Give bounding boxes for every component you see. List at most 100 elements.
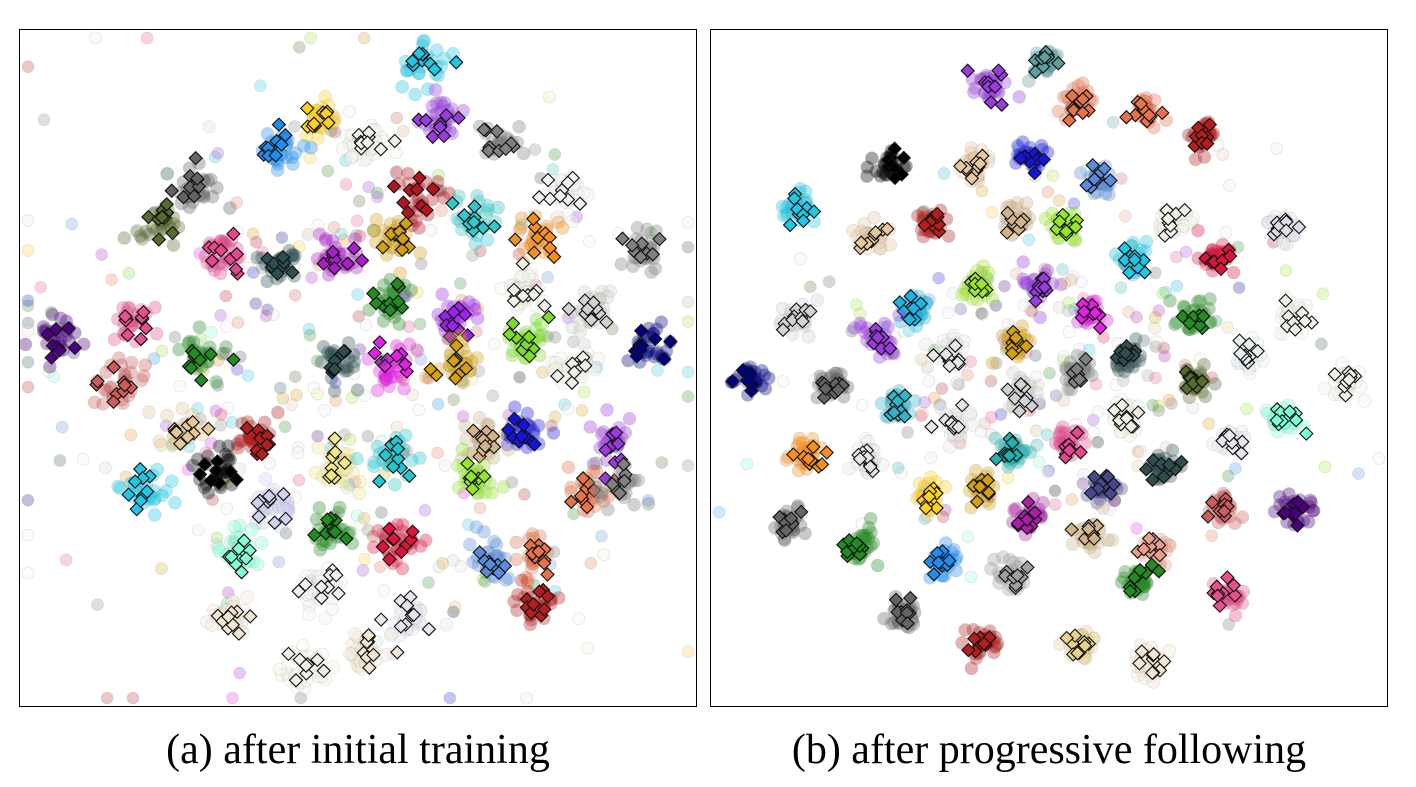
sample-point	[1033, 310, 1048, 325]
cluster-44	[589, 456, 656, 517]
prototype-diamond	[314, 590, 329, 606]
sample-point	[1102, 187, 1116, 202]
background-point	[655, 456, 669, 469]
sample-point	[369, 213, 384, 227]
background-point	[1193, 352, 1207, 366]
prototype-diamond	[1119, 109, 1134, 125]
background-point	[584, 556, 598, 570]
background-point	[1062, 296, 1075, 310]
background-point	[55, 420, 69, 434]
background-point	[681, 240, 695, 254]
cluster-18	[1191, 223, 1241, 280]
background-point	[272, 555, 286, 569]
cluster-22	[107, 300, 164, 349]
sample-point	[545, 355, 560, 370]
sample-point	[775, 301, 790, 316]
background-point	[942, 306, 955, 320]
cluster-36	[1318, 356, 1372, 408]
prototype-diamond	[541, 309, 556, 325]
sample-point	[470, 188, 484, 203]
cluster-55	[273, 638, 341, 696]
prototype-diamond	[880, 221, 895, 237]
prototype-diamond	[386, 179, 402, 194]
cluster-12	[911, 203, 956, 244]
background-point	[373, 560, 387, 574]
cluster-43	[842, 434, 889, 480]
prototype-diamond	[251, 509, 267, 524]
sample-point	[1058, 426, 1073, 440]
cluster-49	[509, 527, 555, 590]
background-point	[1134, 445, 1148, 458]
sample-point	[507, 594, 521, 609]
prototype-diamond	[1141, 107, 1157, 123]
prototype-diamond	[373, 141, 389, 157]
sample-point	[459, 432, 473, 447]
cluster-48	[963, 463, 1001, 515]
background-point	[370, 190, 384, 204]
background-point	[561, 402, 575, 416]
prototype-diamond	[645, 247, 661, 262]
background-point	[961, 530, 975, 544]
prototype-diamond	[656, 351, 672, 367]
sample-point	[577, 337, 591, 352]
sample-point	[546, 426, 561, 440]
sample-point	[370, 439, 385, 454]
cluster-34	[230, 405, 285, 462]
background-point	[1056, 263, 1069, 276]
background-point	[984, 374, 998, 388]
prototype-diamond	[52, 343, 67, 358]
prototype-diamond	[393, 619, 409, 634]
background-point	[147, 352, 161, 365]
sample-point	[589, 476, 603, 491]
sample-point	[112, 351, 126, 365]
background-point	[353, 229, 367, 243]
cluster-28	[985, 319, 1037, 370]
sample-point	[614, 257, 629, 271]
sample-point	[233, 518, 247, 533]
background-point	[1150, 335, 1164, 349]
prototype-diamond	[117, 377, 132, 393]
sample-point	[142, 405, 156, 420]
sample-point	[514, 269, 528, 284]
prototype-diamond	[868, 225, 883, 240]
prototype-diamond	[438, 108, 454, 123]
prototype-diamond	[390, 441, 406, 457]
sample-point	[648, 261, 663, 276]
sample-point	[594, 485, 609, 500]
sample-point	[313, 543, 328, 557]
background-point	[914, 409, 928, 423]
sample-point	[468, 302, 482, 317]
prototype-diamond	[1133, 96, 1149, 112]
background-point	[168, 330, 182, 344]
cluster-26	[545, 346, 606, 390]
background-point	[211, 379, 224, 392]
prototype-diamond	[151, 232, 167, 247]
cluster-44	[988, 431, 1038, 474]
background-point	[291, 441, 305, 454]
sample-point	[548, 355, 563, 370]
sample-point	[87, 395, 102, 410]
prototype-diamond	[972, 156, 988, 171]
sample-point	[107, 332, 122, 347]
sample-point	[139, 224, 153, 239]
background-point	[1146, 398, 1159, 412]
background-point	[214, 309, 227, 322]
background-point	[946, 286, 960, 300]
prototype-diamond	[612, 485, 627, 501]
sample-point	[514, 573, 529, 588]
prototype-diamond	[138, 320, 154, 336]
prototype-diamond	[270, 266, 285, 281]
sample-point	[481, 203, 496, 217]
sample-point	[442, 331, 457, 346]
background-point	[933, 398, 947, 412]
background-point	[1031, 439, 1044, 453]
background-point	[1109, 378, 1123, 392]
background-point	[65, 217, 79, 231]
sample-point	[350, 451, 364, 466]
prototype-diamond	[229, 472, 244, 487]
prototype-diamond	[505, 316, 521, 331]
prototype-diamond	[467, 199, 482, 214]
sample-point	[1276, 236, 1291, 250]
background-point	[1116, 374, 1130, 387]
sample-point	[470, 351, 484, 365]
